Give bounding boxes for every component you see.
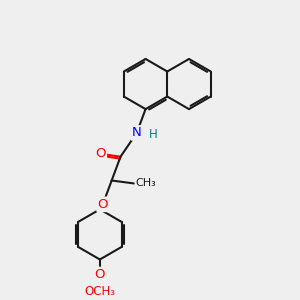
Text: CH₃: CH₃ [136, 178, 156, 188]
Text: H: H [148, 128, 157, 141]
Text: O: O [98, 198, 108, 211]
Text: O: O [95, 147, 106, 160]
Text: OCH₃: OCH₃ [84, 285, 116, 298]
Text: O: O [94, 268, 105, 281]
Text: N: N [132, 126, 142, 140]
